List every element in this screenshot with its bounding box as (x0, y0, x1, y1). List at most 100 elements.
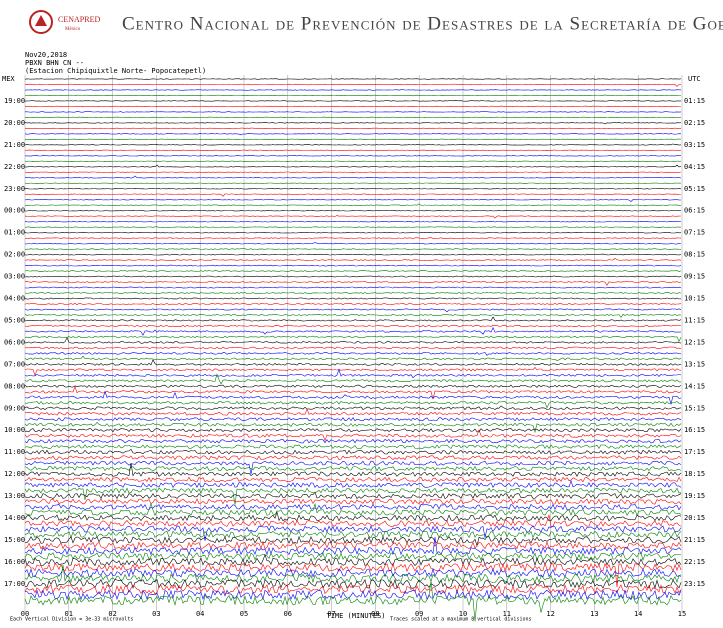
time-label: 15:00 (4, 536, 25, 544)
header-title: Centro Nacional de Prevención de Desastr… (122, 13, 723, 34)
trace (24, 143, 682, 146)
trace (25, 209, 682, 212)
x-tick-label: 11 (503, 610, 511, 618)
trace (24, 164, 682, 168)
trace (24, 215, 682, 219)
trace (24, 455, 682, 461)
trace (24, 385, 682, 400)
trace (25, 111, 682, 113)
trace (24, 297, 682, 300)
trace (25, 264, 682, 267)
trace (24, 530, 682, 539)
zone-label: UTC (688, 75, 701, 83)
trace (24, 193, 682, 197)
trace (24, 438, 682, 444)
trace (24, 429, 682, 442)
time-label: 20:15 (684, 514, 705, 522)
trace (24, 335, 682, 343)
time-label: 16:15 (684, 426, 705, 434)
time-label: 12:15 (684, 338, 705, 346)
trace (24, 258, 682, 261)
trace (24, 401, 682, 409)
logo-mark (29, 10, 53, 34)
time-label: 09:00 (4, 404, 25, 412)
trace (24, 175, 682, 179)
time-label: 07:15 (684, 229, 705, 237)
x-tick-label: 02 (108, 610, 116, 618)
time-label: 01:15 (684, 97, 705, 105)
trace (24, 355, 682, 362)
trace (24, 421, 682, 434)
trace (24, 448, 682, 455)
trace (24, 498, 682, 505)
time-label: 15:15 (684, 404, 705, 412)
time-label: 01:00 (4, 229, 25, 237)
time-label: 08:15 (684, 251, 705, 259)
x-tick-label: 00 (21, 610, 29, 618)
trace (24, 182, 682, 184)
trace (24, 138, 681, 141)
trace (24, 511, 682, 522)
x-tick-label: 07 (327, 610, 335, 618)
time-label: 05:15 (684, 185, 705, 193)
x-tick-label: 15 (678, 610, 686, 618)
trace (24, 460, 682, 475)
trace (24, 367, 682, 377)
trace (24, 160, 682, 162)
time-label: 04:00 (4, 295, 25, 303)
trace (24, 286, 682, 289)
trace (24, 253, 682, 256)
time-label: 18:15 (684, 470, 705, 478)
trace (24, 324, 682, 328)
time-label: 00:00 (4, 207, 25, 215)
trace (24, 116, 681, 119)
trace (24, 292, 682, 294)
time-label: 06:15 (684, 207, 705, 215)
x-tick-label: 06 (284, 610, 292, 618)
trace (24, 514, 682, 528)
time-label: 05:00 (4, 316, 25, 324)
time-label: 13:15 (684, 360, 705, 368)
trace (24, 578, 682, 590)
trace (24, 122, 681, 125)
trace (24, 384, 682, 388)
trace (24, 281, 682, 286)
trace (24, 316, 682, 322)
trace (24, 524, 682, 541)
time-label: 10:15 (684, 295, 705, 303)
trace (24, 589, 682, 601)
footer-note: Each Vertical Division = 3e-33 microvolt… (10, 617, 133, 623)
trace (24, 408, 682, 416)
x-tick-label: 09 (415, 610, 423, 618)
trace (24, 368, 682, 379)
trace (24, 133, 682, 136)
trace (24, 275, 682, 278)
time-label: 08:00 (4, 382, 25, 390)
time-label: 12:00 (4, 470, 25, 478)
trace (24, 242, 682, 245)
trace (24, 337, 682, 344)
trace (24, 537, 682, 556)
trace (24, 203, 682, 206)
trace (24, 155, 682, 157)
time-label: 07:00 (4, 360, 25, 368)
trace (24, 94, 681, 97)
logo-sub: México (65, 27, 81, 32)
time-label: 10:00 (4, 426, 25, 434)
trace (24, 417, 682, 422)
trace (24, 237, 682, 239)
station-info: PBXN BHN CN -- (25, 59, 84, 67)
trace (24, 476, 682, 483)
trace (24, 231, 682, 234)
trace (24, 405, 682, 411)
x-tick-label: 10 (459, 610, 467, 618)
trace (24, 199, 682, 202)
x-tick-label: 05 (240, 610, 248, 618)
trace (24, 346, 682, 350)
x-tick-label: 04 (196, 610, 204, 618)
trace (24, 270, 682, 272)
time-label: 21:00 (4, 141, 25, 149)
footer-note: Traces scaled at a maximum 8 vertical di… (390, 617, 531, 623)
